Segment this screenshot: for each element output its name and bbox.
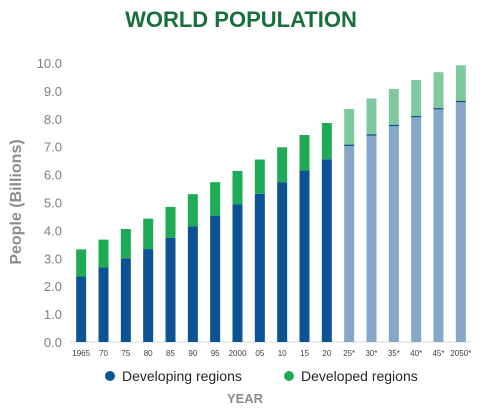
bar-developed-95 bbox=[210, 182, 221, 216]
bar-developed-85 bbox=[165, 206, 176, 238]
bar-developed-70 bbox=[98, 239, 109, 268]
bar-developed-2000 bbox=[232, 170, 243, 205]
bar-developing-95 bbox=[210, 215, 221, 342]
x-tick-label: 30* bbox=[365, 349, 377, 358]
legend: Developing regions Developed regions bbox=[105, 368, 418, 384]
bar-developed-20 bbox=[321, 122, 332, 160]
bar-developing-80 bbox=[143, 249, 154, 342]
x-tick-label: 45* bbox=[432, 349, 444, 358]
bars bbox=[76, 65, 466, 343]
bar-developed-90 bbox=[187, 194, 198, 227]
x-tick-label: 35* bbox=[388, 349, 400, 358]
x-tick-label: 70 bbox=[99, 349, 108, 358]
bar-developed-2050-projected bbox=[455, 65, 466, 102]
y-tick-label: 0.0 bbox=[44, 335, 62, 350]
bar-developing-70 bbox=[98, 267, 109, 342]
bar-developed-30-projected bbox=[366, 98, 377, 135]
bar-developing-25-projected bbox=[344, 145, 355, 342]
bar-developing-40-projected bbox=[411, 116, 422, 343]
legend-label: Developing regions bbox=[122, 368, 242, 384]
legend-marker bbox=[105, 371, 115, 381]
y-axis-label: People (Billions) bbox=[8, 139, 25, 264]
bar-developing-85 bbox=[165, 237, 176, 342]
bar-developed-1965 bbox=[76, 249, 87, 277]
x-tick-label: 90 bbox=[188, 349, 197, 358]
bar-developed-10 bbox=[277, 147, 288, 183]
x-tick-label: 80 bbox=[144, 349, 153, 358]
bar-developing-90 bbox=[187, 226, 198, 342]
bar-developing-15 bbox=[299, 170, 310, 342]
bar-developing-05 bbox=[254, 193, 265, 342]
legend-label: Developed regions bbox=[301, 368, 418, 384]
x-tick-label: 15 bbox=[300, 349, 309, 358]
bar-developed-35-projected bbox=[388, 88, 399, 126]
y-tick-label: 1.0 bbox=[44, 307, 62, 322]
bar-developed-75 bbox=[120, 229, 131, 259]
bar-developed-40-projected bbox=[411, 80, 422, 117]
bar-developing-2000 bbox=[232, 204, 243, 342]
y-axis-ticks: 0.0 1.0 2.0 3.0 4.0 5.0 6.0 7.0 8.0 9.0 10.0 bbox=[37, 56, 62, 350]
x-tick-label: 25* bbox=[343, 349, 355, 358]
bar-developed-15 bbox=[299, 134, 310, 171]
x-tick-label: 20 bbox=[322, 349, 331, 358]
bar-developing-20 bbox=[321, 159, 332, 342]
x-tick-label: 05 bbox=[255, 349, 264, 358]
x-tick-label: 85 bbox=[166, 349, 175, 358]
y-tick-label: 6.0 bbox=[44, 168, 62, 183]
y-tick-label: 9.0 bbox=[44, 84, 62, 99]
x-tick-label: 10 bbox=[278, 349, 287, 358]
x-tick-label: 75 bbox=[121, 349, 130, 358]
y-tick-label: 8.0 bbox=[44, 112, 62, 127]
bar-developing-45-projected bbox=[433, 108, 444, 342]
bar-developed-25-projected bbox=[344, 109, 355, 146]
x-tick-label: 2050* bbox=[450, 349, 471, 358]
x-tick-label: 40* bbox=[410, 349, 422, 358]
y-tick-label: 2.0 bbox=[44, 279, 62, 294]
y-tick-label: 5.0 bbox=[44, 196, 62, 211]
bar-developed-45-projected bbox=[433, 72, 444, 109]
bar-developing-1965 bbox=[76, 276, 87, 342]
bar-developing-75 bbox=[120, 258, 131, 342]
bar-developing-30-projected bbox=[366, 134, 377, 342]
y-tick-label: 10.0 bbox=[37, 56, 62, 71]
x-tick-label: 1965 bbox=[72, 349, 90, 358]
x-axis-ticks: 1965 70 75 80 85 90 95 2000 05 10 15 20 25* 30* 35* 40*… bbox=[72, 349, 471, 358]
x-axis-label: YEAR bbox=[227, 391, 264, 406]
bar-developing-2050-projected bbox=[455, 101, 466, 342]
bar-developed-05 bbox=[254, 159, 265, 194]
x-tick-label: 2000 bbox=[229, 349, 247, 358]
chart-title: WORLD POPULATION bbox=[125, 7, 357, 32]
bar-developed-80 bbox=[143, 218, 154, 250]
legend-marker bbox=[284, 371, 294, 381]
x-tick-label: 95 bbox=[211, 349, 220, 358]
y-tick-label: 4.0 bbox=[44, 223, 62, 238]
bar-developing-35-projected bbox=[388, 125, 399, 342]
y-tick-label: 7.0 bbox=[44, 140, 62, 155]
bar-developing-10 bbox=[277, 182, 288, 342]
y-tick-label: 3.0 bbox=[44, 251, 62, 266]
